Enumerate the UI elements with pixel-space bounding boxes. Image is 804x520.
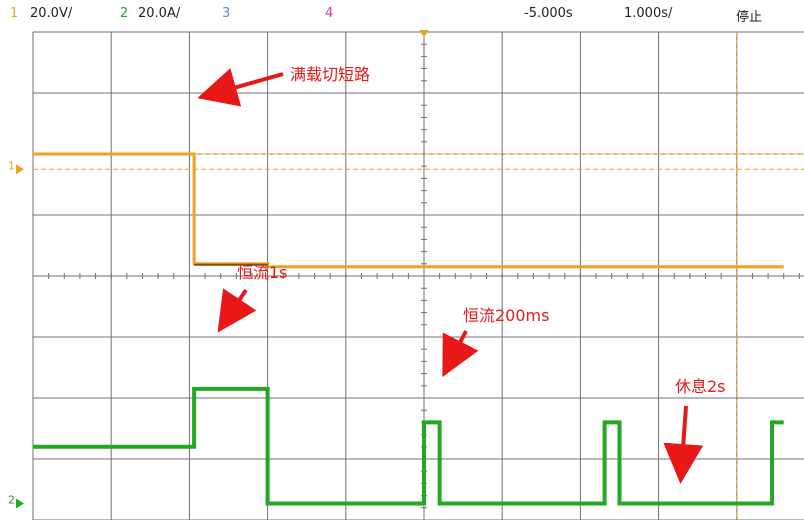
ground-markers: 12: [8, 159, 24, 509]
annotation-arrow: [442, 330, 479, 378]
annotation-arrow: [197, 68, 284, 107]
ch2-number[interactable]: 2: [120, 6, 129, 21]
time-scale: 1.000s/: [624, 6, 673, 21]
ch1-scale: 20.0V/: [30, 6, 73, 21]
annotation-label: 恒流200ms: [463, 306, 549, 325]
annotation-label: 恒流1s: [237, 263, 288, 282]
ch2-trace: [33, 386, 784, 506]
annotation-arrow: [663, 405, 704, 484]
annotation-label: 休息2s: [675, 377, 726, 396]
ch1-number[interactable]: 1: [10, 6, 19, 21]
ground-marker-arrow: [16, 164, 24, 175]
trigger-marker: [419, 30, 429, 37]
ground-marker-arrow: [16, 498, 24, 509]
annotation-label: 满载切短路: [290, 65, 370, 84]
ch4-number[interactable]: 4: [325, 6, 334, 21]
time-offset: -5.000s: [524, 6, 573, 21]
waveform-traces: [33, 152, 784, 506]
ch2-scale: 20.0A/: [138, 6, 181, 21]
run-state[interactable]: 停止: [736, 10, 763, 25]
annotation-arrow: [217, 288, 257, 333]
status-bar: 1 20.0V/ 2 20.0A/ 3 4 -5.000s 1.000s/ 停止: [0, 0, 804, 28]
ch3-number[interactable]: 3: [222, 6, 231, 21]
ground-marker-label: 2: [8, 494, 15, 507]
ground-marker-label: 1: [8, 159, 15, 172]
